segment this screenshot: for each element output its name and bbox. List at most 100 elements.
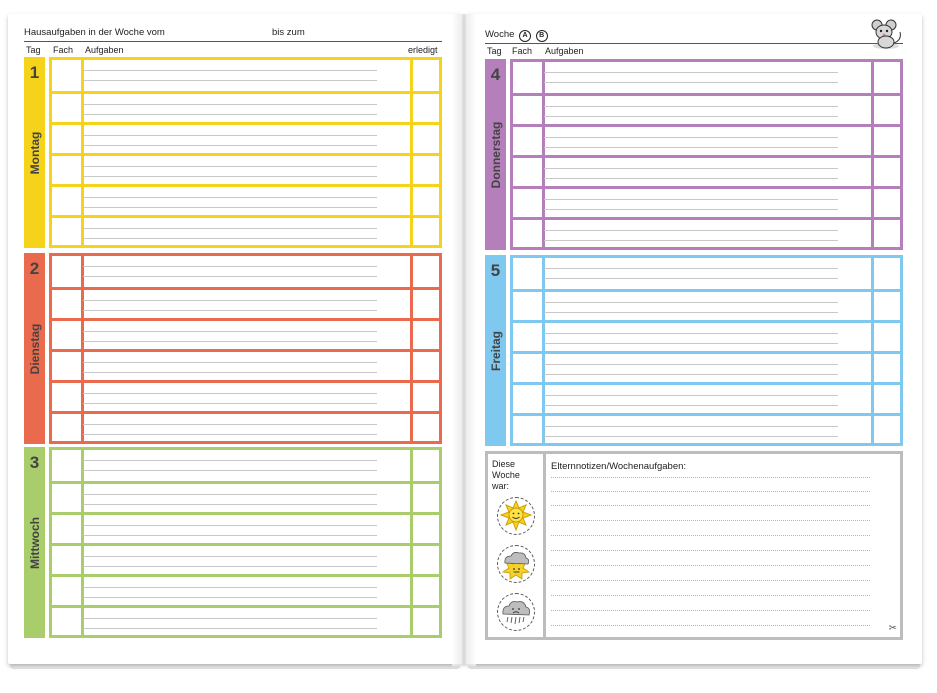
day-name: Donnerstag: [488, 121, 503, 188]
task-row[interactable]: [52, 411, 439, 441]
parent-notes-label: Elternnotizen/Wochenaufgaben:: [551, 461, 687, 472]
task-row[interactable]: [52, 256, 439, 287]
note-line[interactable]: [551, 520, 870, 521]
week-from-label: Hausaufgaben in der Woche vom: [24, 27, 165, 38]
day-block-friday: 5 Freitag: [485, 255, 903, 446]
task-row[interactable]: [52, 450, 439, 481]
col-divider: [410, 60, 413, 245]
note-line[interactable]: [551, 535, 870, 536]
task-row[interactable]: [513, 413, 900, 443]
sun-icon[interactable]: [497, 497, 535, 535]
note-line[interactable]: [551, 550, 870, 551]
task-row[interactable]: [513, 124, 900, 155]
notes-box: Diese Woche war:: [485, 451, 903, 640]
task-row[interactable]: [513, 155, 900, 186]
day-block-thursday: 4 Donnerstag: [485, 59, 903, 250]
task-row[interactable]: [513, 186, 900, 217]
task-row[interactable]: [52, 215, 439, 245]
col-divider: [410, 256, 413, 441]
task-row[interactable]: [52, 60, 439, 91]
week-label: Woche A B: [485, 29, 548, 42]
day-number: 2: [29, 259, 40, 278]
mood-label-line: war:: [492, 481, 510, 491]
task-row[interactable]: [52, 153, 439, 184]
note-line[interactable]: [551, 610, 870, 611]
col-subject-left: Fach: [53, 45, 74, 55]
task-row[interactable]: [52, 574, 439, 605]
col-day-left: Tag: [26, 45, 41, 55]
col-day-right: Tag: [487, 46, 502, 56]
col-divider: [542, 258, 545, 443]
col-tasks-left: Aufgaben: [85, 45, 124, 55]
note-line[interactable]: [551, 580, 870, 581]
task-row[interactable]: [52, 318, 439, 349]
col-divider: [542, 62, 545, 247]
task-row[interactable]: [513, 320, 900, 351]
mood-label: Diese Woche war:: [492, 459, 540, 492]
header-rule-right: [485, 43, 903, 44]
task-row[interactable]: [513, 217, 900, 247]
task-row[interactable]: [52, 605, 439, 635]
notes-divider: [543, 454, 546, 637]
day-name: Mittwoch: [27, 516, 42, 569]
scissors-icon: ✂: [888, 623, 897, 634]
col-divider: [410, 450, 413, 635]
day-block-tuesday: 2 Dienstag: [24, 253, 442, 444]
mouse-icon: [866, 16, 906, 56]
note-line[interactable]: [551, 565, 870, 566]
day-name: Freitag: [488, 330, 503, 371]
day-tab: 1 Montag: [24, 57, 45, 248]
task-row[interactable]: [513, 62, 900, 93]
mood-label-line: Diese: [492, 459, 516, 469]
day-tab: 4 Donnerstag: [485, 59, 506, 250]
rain-cloud-icon[interactable]: [497, 593, 535, 631]
col-divider: [81, 60, 84, 245]
task-row[interactable]: [513, 258, 900, 289]
task-row[interactable]: [513, 289, 900, 320]
day-tab: 2 Dienstag: [24, 253, 45, 444]
note-line[interactable]: [551, 505, 870, 506]
book-gutter: [452, 14, 476, 666]
mood-label-line: Woche: [492, 470, 520, 480]
task-row[interactable]: [52, 287, 439, 318]
day-block-wednesday: 3 Mittwoch: [24, 447, 442, 638]
col-divider: [871, 258, 874, 443]
task-row[interactable]: [513, 351, 900, 382]
day-tab: 5 Freitag: [485, 255, 506, 446]
week-a-option[interactable]: A: [519, 30, 532, 42]
task-row[interactable]: [52, 91, 439, 122]
homework-grid: [49, 253, 442, 444]
day-tab: 3 Mittwoch: [24, 447, 45, 638]
homework-grid: [49, 57, 442, 248]
week-text: Woche: [485, 29, 515, 40]
header-rule-left: [24, 41, 442, 42]
task-row[interactable]: [52, 543, 439, 574]
day-name: Montag: [27, 131, 42, 174]
note-line[interactable]: [551, 477, 870, 478]
day-name: Dienstag: [27, 323, 42, 374]
day-number: 5: [490, 261, 501, 280]
note-line[interactable]: [551, 595, 870, 596]
day-number: 4: [490, 65, 501, 84]
task-row[interactable]: [513, 382, 900, 413]
note-line[interactable]: [551, 491, 870, 492]
task-row[interactable]: [52, 349, 439, 380]
day-number: 1: [29, 63, 40, 82]
task-row[interactable]: [513, 93, 900, 124]
col-subject-right: Fach: [512, 46, 533, 56]
sun-cloud-icon[interactable]: [497, 545, 535, 583]
week-b-option[interactable]: B: [535, 30, 548, 42]
task-row[interactable]: [52, 122, 439, 153]
col-divider: [871, 62, 874, 247]
col-done-left: erledigt: [408, 45, 438, 55]
task-row[interactable]: [52, 481, 439, 512]
task-row[interactable]: [52, 380, 439, 411]
day-block-monday: 1 Montag: [24, 57, 442, 248]
task-row[interactable]: [52, 184, 439, 215]
note-line[interactable]: [551, 625, 870, 626]
homework-grid: [510, 255, 903, 446]
col-tasks-right: Aufgaben: [545, 46, 584, 56]
day-number: 3: [29, 453, 40, 472]
task-row[interactable]: [52, 512, 439, 543]
col-divider: [81, 450, 84, 635]
